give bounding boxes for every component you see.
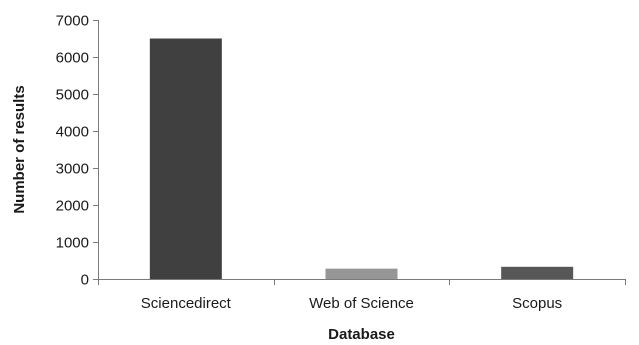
y-tick-label: 4000 [56, 124, 89, 141]
y-axis-title: Number of results [11, 85, 28, 213]
bar-sciencedirect [149, 38, 222, 279]
x-axis-ticks: Sciencedirect Web of Science Scopus [98, 279, 626, 312]
y-tick-label: 7000 [56, 13, 89, 30]
y-tick-label: 3000 [56, 161, 89, 178]
bars [149, 38, 574, 279]
x-tick-label: Scopus [512, 295, 562, 312]
x-axis-title: Database [328, 326, 395, 343]
x-tick-label: Web of Science [309, 295, 414, 312]
y-tick-label: 6000 [56, 50, 89, 67]
y-tick-label: 1000 [56, 235, 89, 252]
y-axis-ticks: 0 1000 2000 3000 4000 5000 6000 7000 [56, 13, 98, 289]
y-tick-label: 2000 [56, 198, 89, 215]
bar-scopus [501, 266, 574, 279]
x-tick-label: Sciencedirect [141, 295, 232, 312]
y-tick-label: 5000 [56, 87, 89, 104]
bar-web-of-science [325, 268, 398, 279]
y-tick-label: 0 [81, 272, 89, 289]
